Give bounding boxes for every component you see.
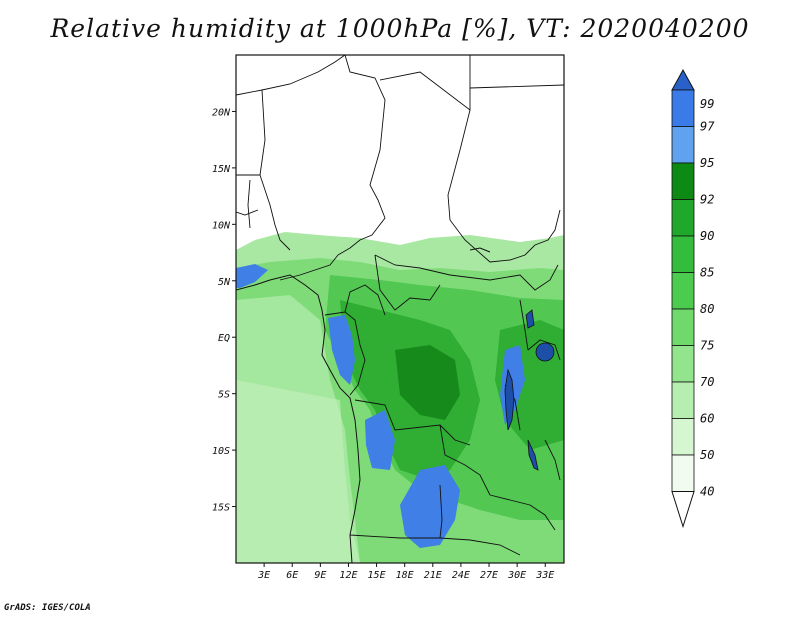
country-borders [236, 55, 564, 556]
humidity-95-region-angola [365, 410, 395, 470]
x-tick-label: 18E [396, 570, 414, 581]
colorbar-swatch [671, 308, 695, 346]
coastline [236, 247, 491, 563]
colorbar-swatch [671, 235, 695, 273]
x-axis-ticks: 3E 6E 9E 12E 15E 18E 21E 24E 27E 30E 33E [257, 563, 554, 581]
x-tick-label: 12E [339, 570, 357, 581]
colorbar-swatch [671, 381, 695, 419]
humidity-95-region-coast [328, 315, 355, 385]
colorbar-swatch [671, 345, 695, 383]
colorbar: 99 97 95 92 90 85 80 75 70 60 50 40 [671, 68, 715, 529]
y-tick-label: 15N [212, 164, 231, 175]
colorbar-label: 85 [700, 266, 714, 280]
colorbar-label: 50 [700, 448, 714, 462]
colorbar-swatch [671, 89, 695, 127]
x-tick-label: 33E [535, 570, 554, 581]
y-tick-label: 20N [212, 107, 231, 118]
x-tick-label: 15E [368, 570, 386, 581]
y-tick-label: 5S [218, 390, 230, 401]
colorbar-label: 80 [700, 302, 714, 316]
humidity-95-region-south [400, 465, 460, 548]
x-tick-label: 21E [424, 570, 442, 581]
colorbar-label: 90 [700, 229, 714, 243]
x-tick-label: 9E [314, 570, 326, 581]
colorbar-label: 92 [700, 193, 714, 207]
colorbar-label: 60 [700, 412, 714, 426]
colorbar-label: 40 [700, 485, 714, 499]
colorbar-swatch [671, 199, 695, 237]
colorbar-bottom-arrow [671, 491, 695, 529]
y-tick-label: 10N [212, 220, 231, 231]
humidity-70-ocean [236, 295, 360, 563]
colorbar-label: 95 [700, 156, 714, 170]
x-tick-label: 6E [286, 570, 298, 581]
x-tick-label: 30E [507, 570, 526, 581]
y-tick-label: EQ [218, 333, 230, 344]
colorbar-swatch [671, 162, 695, 200]
map-title: Relative humidity at 1000hPa [%], VT: 20… [50, 14, 750, 43]
y-axis-ticks: 20N 15N 10N 5N EQ 5S 10S 15S [212, 107, 236, 514]
colorbar-swatch [671, 272, 695, 310]
humidity-92-region [395, 345, 460, 420]
colorbar-swatch [671, 454, 695, 492]
y-tick-label: 5N [218, 277, 231, 288]
map-area [236, 55, 564, 563]
colorbar-label: 70 [700, 375, 714, 389]
x-tick-label: 3E [257, 570, 270, 581]
colorbar-top-arrow [671, 68, 695, 91]
humidity-95-region-west [236, 264, 268, 288]
map-frame [235, 54, 565, 564]
grads-credit: GrADS: IGES/COLA [4, 603, 91, 613]
y-tick-label: 10S [212, 446, 230, 457]
x-tick-label: 27E [480, 570, 498, 581]
colorbar-label: 75 [700, 339, 714, 353]
y-tick-label: 15S [212, 503, 230, 514]
colorbar-swatch [671, 418, 695, 456]
x-tick-label: 24E [452, 570, 470, 581]
colorbar-label: 97 [700, 120, 715, 134]
lakes [504, 309, 555, 471]
colorbar-swatch [671, 126, 695, 164]
colorbar-label: 99 [700, 97, 714, 111]
